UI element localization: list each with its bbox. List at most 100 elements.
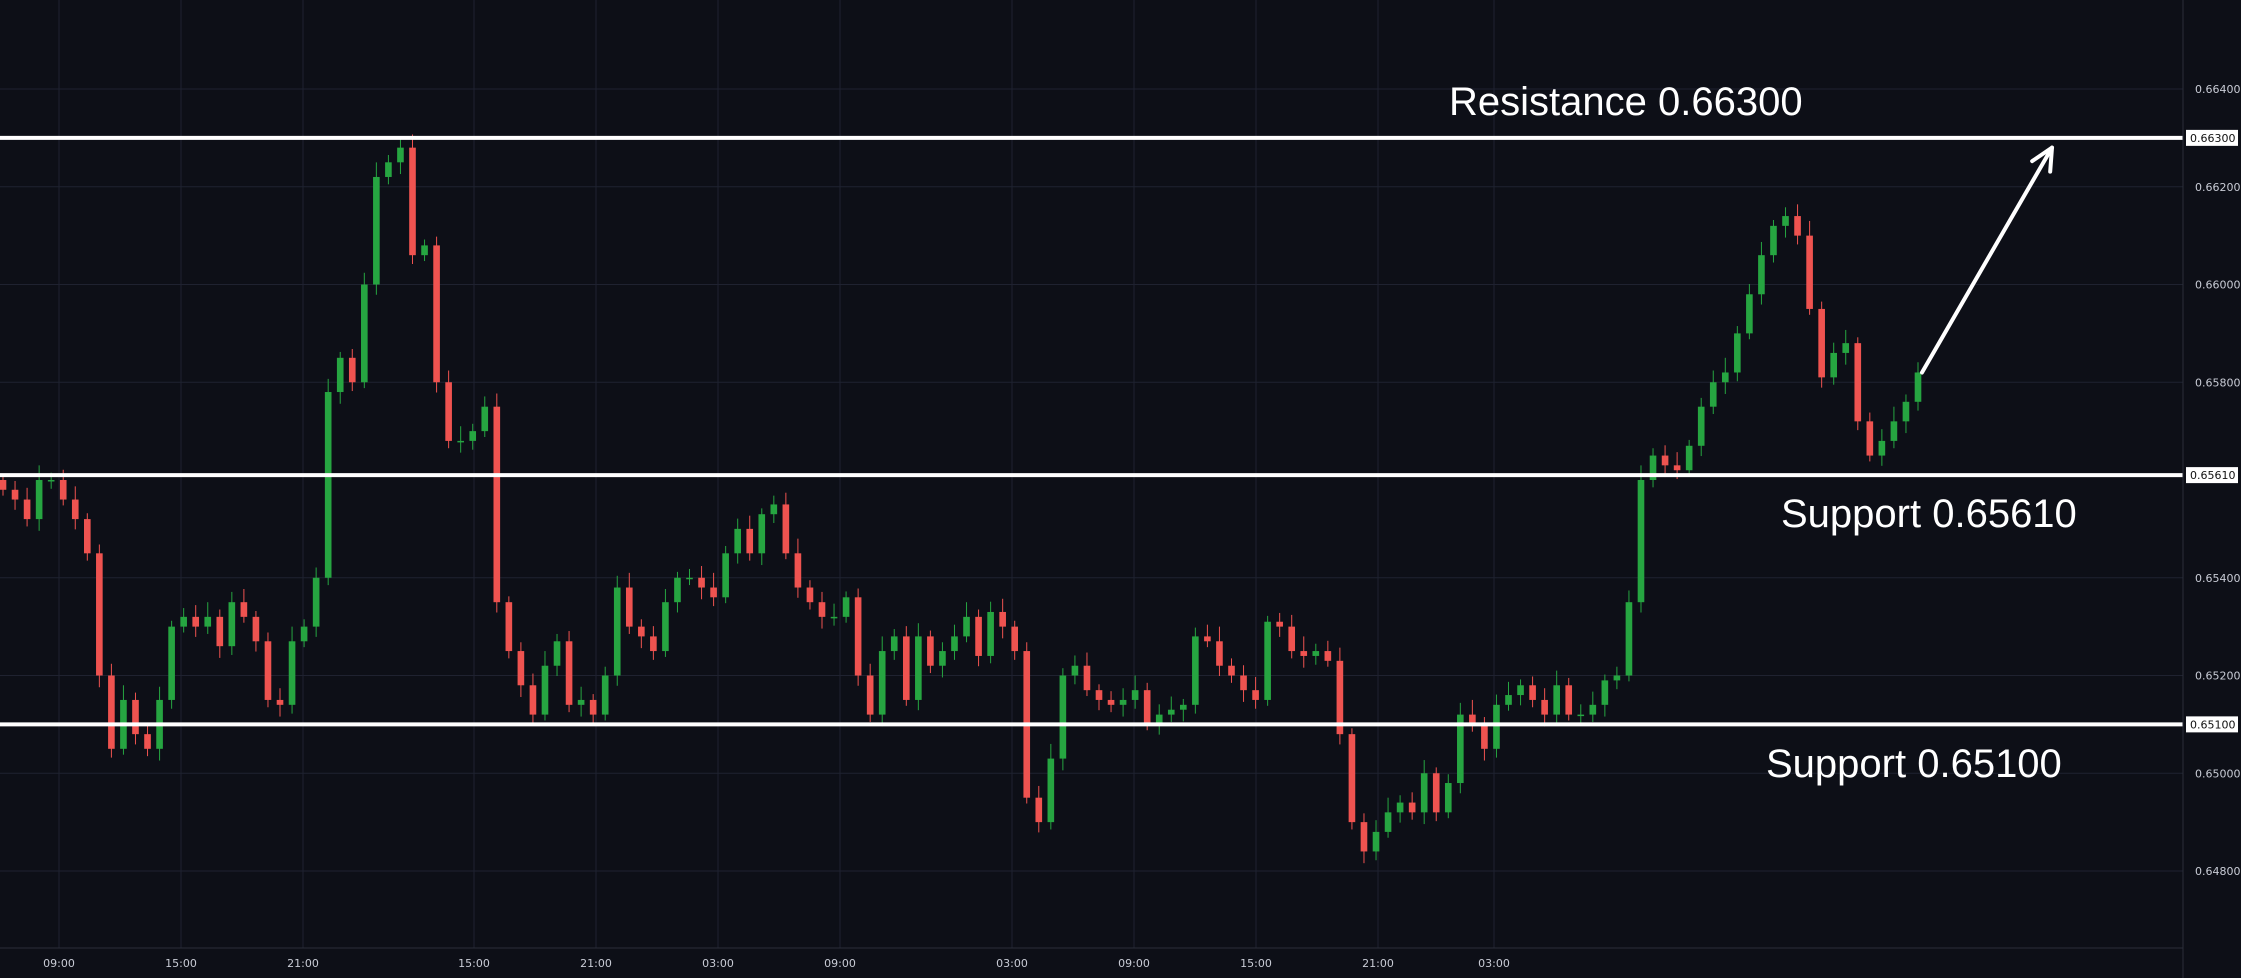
support-upper-badge-label: 0.65610 — [2190, 469, 2236, 482]
candle-body — [168, 626, 175, 700]
candle-body — [1685, 445, 1693, 471]
x-tick-label: 21:00 — [287, 957, 319, 970]
candle-body — [1180, 704, 1187, 710]
candle-body — [1396, 802, 1404, 813]
candle-body — [180, 616, 187, 627]
candle-body — [1878, 440, 1886, 456]
candle-body — [1155, 714, 1163, 725]
candle-body — [312, 577, 320, 627]
candle-body — [469, 431, 477, 441]
candle-body — [1673, 465, 1681, 471]
candle-body — [902, 636, 910, 700]
candle-body — [1312, 651, 1320, 656]
candle-body — [1794, 216, 1801, 236]
candle-body — [529, 685, 537, 715]
candle-body — [686, 577, 693, 580]
candle-body — [1709, 382, 1717, 407]
candle-body — [650, 636, 657, 652]
candle-body — [1758, 255, 1765, 295]
candle-body — [1734, 333, 1741, 373]
candle-body — [662, 602, 669, 652]
candle-body — [987, 611, 994, 656]
candle-body — [565, 641, 573, 705]
candle-body — [1493, 704, 1500, 749]
candle-body — [1408, 802, 1416, 813]
candle-body — [409, 147, 416, 256]
candle-body — [613, 587, 621, 676]
candle-body — [1481, 724, 1488, 749]
candle-body — [300, 626, 308, 642]
candle-body — [830, 616, 838, 619]
candle-body — [1095, 690, 1103, 700]
y-tick-label: 0.65200 — [2195, 670, 2241, 683]
candle-body — [553, 641, 561, 666]
candle-body — [710, 587, 717, 598]
candle-body — [1071, 665, 1079, 676]
candle-body — [818, 602, 826, 617]
candle-body — [1035, 797, 1043, 823]
candle-body — [1746, 294, 1753, 334]
candle-body — [288, 641, 296, 705]
candle-body — [854, 597, 862, 676]
candle-body — [541, 665, 549, 715]
level-lines: 0.66300 0.65610 0.65100 — [0, 129, 2238, 733]
candle-body — [0, 480, 7, 490]
candle-body — [1384, 812, 1392, 832]
y-tick-label: 0.64800 — [2195, 865, 2241, 878]
x-tick-label: 21:00 — [580, 957, 612, 970]
support-lower-annotation: Support 0.65100 — [1766, 742, 2062, 786]
x-tick-label: 15:00 — [1240, 957, 1272, 970]
candle-body — [397, 147, 404, 163]
resistance-badge — [2186, 129, 2238, 146]
candle-body — [83, 519, 91, 554]
candle-body — [806, 587, 814, 603]
candle-body — [445, 382, 452, 441]
candle-body — [1288, 626, 1296, 652]
candle-body — [674, 577, 681, 603]
candle-body — [1505, 695, 1512, 705]
candle-body — [770, 504, 778, 515]
candle-body — [204, 616, 212, 627]
candle-body — [1854, 343, 1862, 422]
y-tick-label: 0.66000 — [2195, 279, 2241, 292]
candle-body — [228, 602, 236, 647]
candle-body — [878, 651, 886, 715]
candle-body — [1577, 714, 1585, 717]
x-tick-label: 09:00 — [824, 957, 856, 970]
candle-body — [192, 616, 200, 627]
candle-body — [1541, 699, 1548, 715]
candle-body — [336, 357, 344, 393]
x-tick-label: 03:00 — [996, 957, 1028, 970]
candle-body — [758, 514, 766, 554]
candle-body — [1276, 621, 1283, 627]
candle-body — [1300, 651, 1308, 656]
candle-body — [1806, 235, 1813, 309]
candle-body — [601, 675, 609, 715]
candle-body — [698, 577, 705, 588]
candle-body — [1204, 636, 1211, 642]
candle-body — [1240, 675, 1247, 691]
candle-body — [348, 357, 356, 383]
resistance-annotation: Resistance 0.66300 — [1449, 80, 1803, 124]
candle-body — [1469, 714, 1476, 725]
candle-body — [1914, 372, 1922, 402]
candle-body — [866, 675, 874, 715]
candle-body — [999, 611, 1006, 627]
candle-body — [1553, 685, 1560, 715]
candle-body — [1637, 480, 1645, 603]
candle-body — [1360, 822, 1368, 852]
candlesticks — [0, 134, 1922, 864]
resistance-badge-label: 0.66300 — [2190, 132, 2236, 145]
candle-body — [276, 699, 284, 705]
candle-body — [1721, 372, 1729, 383]
candle-body — [35, 480, 43, 520]
y-tick-label: 0.66400 — [2195, 83, 2241, 96]
candle-body — [1444, 783, 1452, 813]
candle-body — [11, 489, 19, 500]
candle-body — [1420, 773, 1428, 813]
candle-body — [47, 480, 55, 482]
candle-body — [240, 602, 248, 617]
